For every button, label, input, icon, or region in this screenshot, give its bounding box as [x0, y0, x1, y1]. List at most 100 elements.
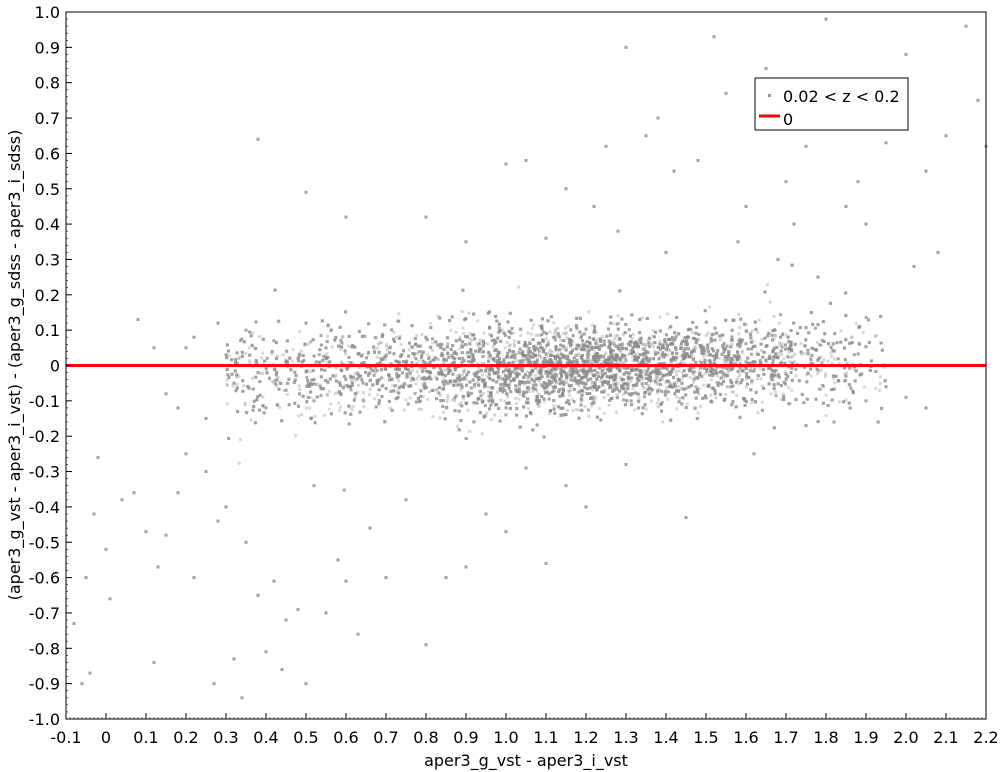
scatter-point: [225, 382, 229, 386]
scatter-point: [723, 355, 727, 359]
scatter-point: [555, 352, 559, 356]
scatter-point: [732, 353, 736, 357]
scatter-point: [442, 382, 446, 386]
scatter-point: [631, 350, 635, 354]
scatter-point: [584, 341, 588, 345]
scatter-point: [707, 383, 711, 387]
scatter-point: [553, 355, 557, 359]
scatter-point: [574, 365, 578, 369]
scatter-point: [489, 394, 493, 398]
scatter-point: [285, 392, 289, 396]
scatter-point: [777, 351, 781, 355]
scatter-point: [375, 369, 379, 373]
scatter-point: [645, 369, 649, 373]
scatter-point: [502, 331, 506, 335]
scatter-point: [341, 362, 345, 366]
scatter-point: [397, 319, 401, 323]
scatter-point: [765, 344, 769, 348]
scatter-point: [404, 367, 408, 371]
scatter-point: [787, 386, 791, 390]
scatter-point: [487, 310, 491, 314]
scatter-point: [626, 381, 630, 385]
scatter-point: [338, 325, 342, 329]
scatter-point: [581, 343, 585, 347]
scatter-point: [423, 386, 427, 390]
scatter-point: [477, 342, 481, 346]
scatter-point: [601, 360, 605, 364]
scatter-point: [740, 367, 744, 371]
scatter-point: [520, 362, 524, 366]
scatter-point: [501, 390, 505, 394]
scatter-point: [784, 333, 788, 337]
scatter-point: [483, 404, 487, 408]
scatter-point: [424, 369, 428, 373]
scatter-point: [595, 339, 599, 343]
scatter-point: [274, 357, 278, 361]
scatter-point: [453, 409, 457, 413]
scatter-point: [749, 347, 753, 351]
scatter-point: [734, 355, 738, 359]
scatter-point: [410, 376, 414, 380]
scatter-point: [624, 322, 628, 326]
scatter-point: [716, 384, 720, 388]
scatter-point: [700, 346, 704, 350]
scatter-point: [713, 358, 717, 362]
scatter-point: [567, 402, 571, 406]
scatter-point: [308, 382, 312, 386]
scatter-point: [735, 378, 739, 382]
scatter-point: [284, 358, 288, 362]
scatter-point: [629, 399, 633, 403]
scatter-point: [239, 339, 243, 343]
scatter-point: [822, 358, 826, 362]
scatter-point: [619, 355, 623, 359]
scatter-point: [534, 366, 538, 370]
scatter-point: [756, 352, 760, 356]
scatter-point: [536, 341, 540, 345]
scatter-point: [459, 419, 463, 423]
scatter-point: [756, 374, 760, 378]
scatter-point: [623, 382, 627, 386]
scatter-point: [440, 369, 444, 373]
scatter-point: [501, 377, 505, 381]
scatter-point: [730, 338, 734, 342]
scatter-point: [508, 406, 512, 410]
scatter-point: [559, 360, 563, 364]
scatter-point: [572, 379, 576, 383]
scatter-point: [547, 371, 551, 375]
scatter-point: [533, 353, 537, 357]
scatter-point: [580, 347, 584, 351]
scatter-point: [522, 365, 526, 369]
scatter-point: [477, 376, 481, 380]
scatter-point: [526, 386, 530, 390]
scatter-point: [742, 397, 746, 401]
scatter-point: [654, 377, 658, 381]
scatter-point: [569, 366, 573, 370]
scatter-point: [472, 420, 476, 424]
scatter-point: [757, 318, 761, 322]
scatter-point: [334, 373, 338, 377]
scatter-point: [519, 327, 523, 331]
scatter-point: [457, 375, 461, 379]
scatter-point: [375, 379, 379, 383]
scatter-point: [576, 373, 580, 377]
scatter-point: [548, 392, 552, 396]
scatter-point: [342, 488, 346, 492]
scatter-point: [608, 358, 612, 362]
scatter-point: [594, 359, 598, 363]
scatter-point: [559, 413, 563, 417]
scatter-point: [508, 374, 512, 378]
scatter-point: [776, 373, 780, 377]
scatter-point: [574, 353, 578, 357]
scatter-point: [582, 332, 586, 336]
scatter-point: [512, 378, 516, 382]
scatter-point: [634, 369, 638, 373]
scatter-point: [641, 385, 645, 389]
scatter-point: [773, 390, 777, 394]
scatter-point: [665, 373, 669, 377]
scatter-point: [618, 358, 622, 362]
scatter-point: [602, 396, 606, 400]
scatter-point: [565, 375, 569, 379]
scatter-point: [537, 392, 541, 396]
scatter-point: [615, 396, 619, 400]
scatter-point: [486, 374, 490, 378]
